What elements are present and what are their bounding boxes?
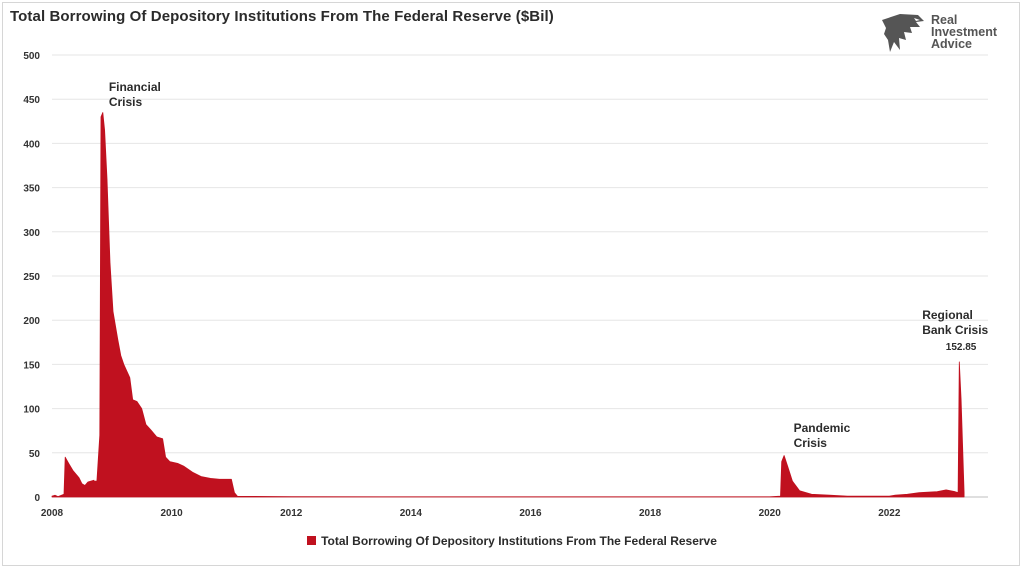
y-tick-label: 300	[23, 228, 40, 239]
y-tick-label: 400	[23, 139, 40, 150]
brand-logo: Real Investment Advice	[880, 12, 1010, 56]
annotation-label: Bank Crisis	[922, 323, 988, 337]
y-tick-label: 150	[23, 360, 40, 371]
logo-line-1: Real	[931, 13, 958, 27]
annotation-label: Financial	[109, 80, 161, 94]
x-tick-label: 2008	[41, 508, 64, 519]
y-tick-label: 450	[23, 95, 40, 106]
eagle-logo-icon	[882, 14, 924, 52]
annotation-label: Regional	[922, 308, 973, 322]
y-tick-label: 50	[29, 449, 41, 460]
series-area	[51, 112, 965, 498]
x-tick-label: 2010	[160, 508, 183, 519]
chart-title: Total Borrowing Of Depository Institutio…	[10, 8, 554, 25]
logo-line-2: Investment	[931, 25, 997, 39]
chart-legend: Total Borrowing Of Depository Institutio…	[0, 534, 1024, 548]
x-tick-label: 2014	[400, 508, 423, 519]
logo-text: Real Investment Advice	[931, 13, 997, 51]
annotation-label: 152.85	[946, 342, 977, 353]
y-tick-label: 100	[23, 405, 40, 416]
annotation-label: Crisis	[109, 95, 143, 109]
logo-line-3: Advice	[931, 37, 972, 51]
annotation-label: Crisis	[794, 436, 828, 450]
x-tick-label: 2022	[878, 508, 901, 519]
x-tick-label: 2020	[759, 508, 782, 519]
legend-label: Total Borrowing Of Depository Institutio…	[321, 534, 717, 548]
y-tick-label: 250	[23, 272, 40, 283]
y-tick-label: 500	[23, 51, 40, 62]
legend-swatch	[307, 536, 317, 545]
x-tick-label: 2016	[519, 508, 542, 519]
y-tick-label: 350	[23, 184, 40, 195]
y-tick-label: 200	[23, 316, 40, 327]
annotation-label: Pandemic	[794, 421, 851, 435]
y-tick-label: 0	[34, 493, 40, 504]
x-tick-label: 2012	[280, 508, 303, 519]
x-tick-label: 2018	[639, 508, 662, 519]
